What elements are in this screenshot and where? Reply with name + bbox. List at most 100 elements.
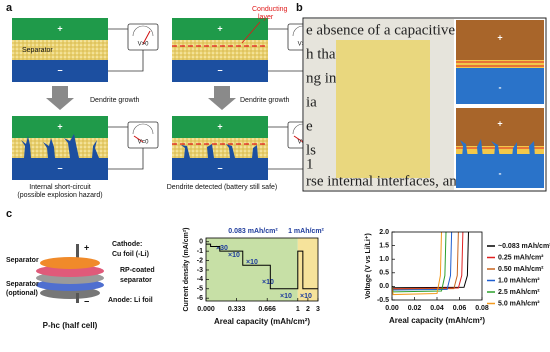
caption: (possible explosion hazard) [17, 192, 102, 199]
x-tick-label: 1 [296, 306, 300, 313]
label: Cathode: [112, 241, 142, 248]
caption: Dendrite detected (battery still safe) [167, 184, 278, 191]
minus: − [217, 163, 222, 173]
annotation: ×10 [228, 252, 240, 259]
series-line [391, 231, 453, 291]
plus: + [57, 23, 62, 33]
y-tick-label: 1.5 [379, 242, 389, 249]
photo-line: h that [306, 46, 341, 62]
cell-schematic: + − V=0 [171, 115, 319, 181]
photo-text: e absence of a capacitive h that ng ind … [306, 22, 455, 172]
separator-label: Separator [22, 47, 53, 54]
photo-line: ng ind [306, 70, 344, 86]
cathode [456, 20, 544, 60]
x-tick-label: 0.333 [228, 306, 246, 313]
legend-label: 0.25 mAh/cm² [498, 254, 544, 261]
y-tick-label: -0.5 [377, 297, 389, 304]
label: separator [120, 277, 152, 284]
y-tick-label: 2.0 [379, 229, 389, 236]
cathode [456, 108, 544, 146]
dendrites [460, 139, 535, 158]
x-axis-title: Areal capacity (mAh/cm²) [389, 316, 485, 325]
chart: 0.083 mAh/cm² 1 mAh/cm² ×30 ×10 ×10 ×10 … [183, 227, 325, 326]
x-tick-label: 0.666 [258, 306, 276, 313]
needle [142, 30, 151, 45]
separator [456, 146, 544, 154]
separator [456, 60, 544, 68]
y-tick-label: -2 [197, 257, 203, 264]
annotation: ×10 [262, 279, 274, 286]
photo-line: 1 [306, 156, 314, 172]
legend-label: 2.5 mAh/cm² [498, 289, 540, 296]
annotation: ×10 [300, 293, 312, 300]
cell-diagram: + - [456, 108, 544, 188]
annotation: 0.083 mAh/cm² [228, 228, 278, 235]
dendrites [181, 144, 258, 158]
needle [293, 135, 304, 143]
plus: + [497, 32, 502, 42]
y-tick-label: -4 [197, 276, 203, 283]
arrow-label: Dendrite growth [90, 97, 140, 104]
cell [171, 115, 319, 181]
conducting-label: layer [258, 14, 274, 21]
minus: − [57, 65, 62, 75]
caption: Internal short-circuit [29, 184, 91, 191]
anode [456, 68, 544, 104]
separator-disc [36, 265, 104, 277]
plus: + [84, 242, 89, 252]
y-tick-label: -6 [197, 295, 203, 302]
plus: + [497, 118, 502, 128]
series-line [391, 231, 464, 290]
tab [76, 244, 79, 258]
x-tick-label: 0.06 [453, 305, 467, 312]
label: Cu foil (-Li) [112, 251, 149, 258]
annotation: ×10 [246, 259, 258, 266]
minus: - [499, 82, 502, 92]
photo-line: e absence of a capacitive [306, 22, 455, 38]
arrow [208, 86, 236, 110]
legend-label: 0.50 mAh/cm² [498, 266, 544, 273]
y-tick-label: -3 [197, 267, 203, 274]
annotation: ×30 [216, 245, 228, 252]
series-line [391, 231, 442, 296]
region [206, 238, 298, 301]
y-axis-title: Voltage (V vs Li/Li⁺) [365, 233, 372, 299]
series-line [391, 231, 469, 289]
minus: − [57, 163, 62, 173]
needle [133, 135, 144, 143]
x-tick-label: 3 [316, 306, 320, 313]
cell [11, 115, 159, 181]
chart: -0.5 0.0 0.5 1.0 1.5 2.0 0.00 0.02 0.04 0.06 0.08 A… [365, 229, 550, 325]
panel-a: a + Separator − V>0 Conducting layer + −… [6, 2, 319, 199]
cell-schematic: Conducting layer + − V>0 [171, 6, 319, 83]
cell-stack: + − [36, 242, 104, 306]
dendrites [21, 134, 99, 158]
voltage: V=0 [138, 140, 150, 146]
cell-schematic: + − V=0 [11, 115, 159, 181]
y-tick-label: -5 [197, 286, 203, 293]
label: RP-coated [120, 267, 155, 274]
minus: − [84, 296, 89, 306]
series-line [391, 231, 459, 290]
y-tick-label: -1 [197, 248, 203, 255]
x-tick-label: 0.08 [475, 305, 489, 312]
label: Separator [6, 257, 39, 264]
panel-letter: a [6, 2, 13, 14]
cell-name: P-hc (half cell) [43, 321, 98, 330]
x-tick-label: 2 [306, 306, 310, 313]
tab [76, 293, 79, 303]
cell-diagram: + - [456, 20, 544, 104]
minus: − [217, 65, 222, 75]
region [297, 238, 318, 301]
x-tick-label: 0.04 [430, 305, 444, 312]
cell [171, 17, 319, 83]
legend-label: 5.0 mAh/cm² [498, 300, 540, 307]
x-tick-label: 0.02 [408, 305, 422, 312]
panel-letter: b [296, 2, 303, 14]
plus: + [57, 121, 62, 131]
annotation: 1 mAh/cm² [288, 228, 324, 235]
y-tick-label: 0 [199, 239, 203, 246]
label: (optional) [6, 290, 38, 297]
separator-sample [336, 40, 430, 178]
